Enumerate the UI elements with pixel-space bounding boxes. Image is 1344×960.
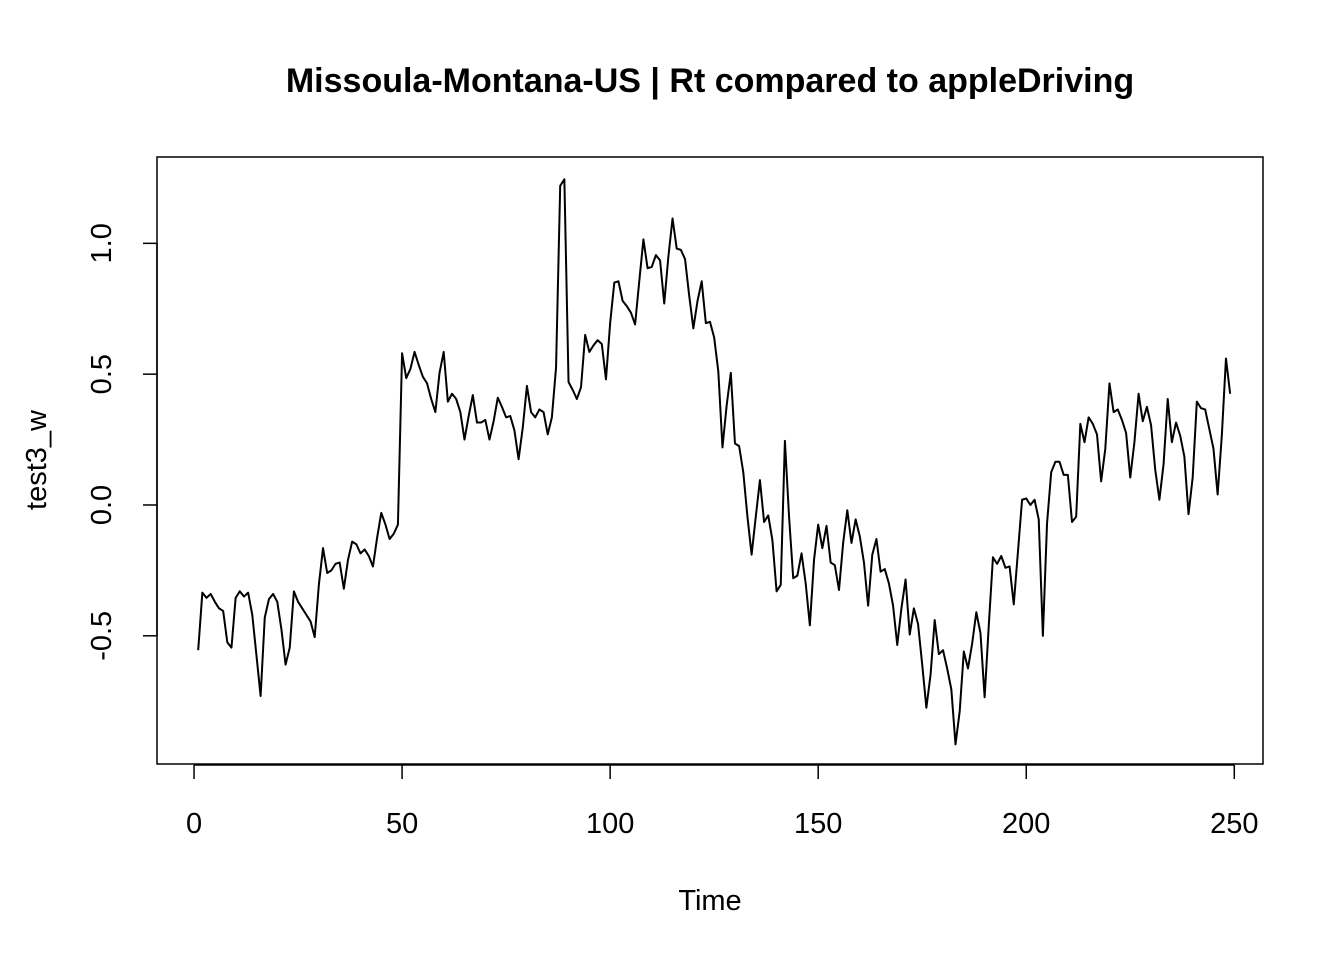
x-axis: 0 50 100 150 200 250 (186, 764, 1258, 840)
y-tick-label: 0.5 (86, 354, 118, 394)
y-tick-label: 1.0 (86, 223, 118, 263)
series-line (197, 178, 1232, 746)
x-tick-label: 50 (386, 808, 418, 840)
x-tick-label: 200 (1002, 808, 1050, 840)
x-tick-label: 250 (1210, 808, 1258, 840)
y-tick-label: 0.0 (86, 485, 118, 525)
series-layer (197, 178, 1232, 746)
chart-title: Missoula-Montana-US | Rt compared to app… (286, 62, 1134, 100)
x-axis-label: Time (678, 885, 741, 917)
x-tick-label: 0 (186, 808, 202, 840)
plot-frame (156, 156, 1264, 765)
x-tick-label: 100 (586, 808, 634, 840)
y-axis: -0.5 0.0 0.5 1.0 (86, 223, 158, 661)
y-tick-label: -0.5 (86, 611, 118, 661)
y-axis-label: test3_w (21, 409, 53, 510)
x-tick-label: 150 (794, 808, 842, 840)
